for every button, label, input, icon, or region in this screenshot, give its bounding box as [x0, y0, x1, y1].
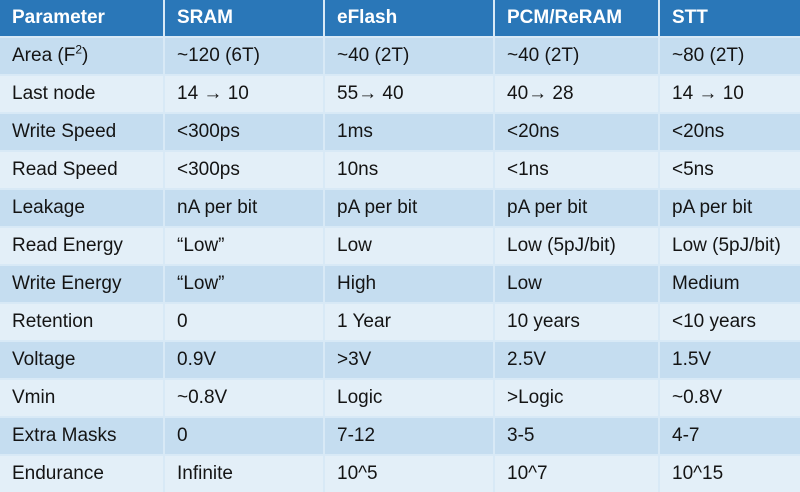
- area-superscript: 2: [75, 42, 83, 57]
- table-cell: <20ns: [660, 112, 800, 150]
- table-cell: pA per bit: [325, 188, 495, 226]
- table-cell: ~0.8V: [660, 378, 800, 416]
- table-cell: ~80 (2T): [660, 36, 800, 74]
- table-row: Retention 0 1 Year 10 years <10 years: [0, 302, 800, 340]
- row-label: Write Speed: [0, 112, 165, 150]
- table-cell: 40→ 28: [495, 74, 660, 112]
- table-row: Extra Masks 0 7-12 3-5 4-7: [0, 416, 800, 454]
- row-label: Vmin: [0, 378, 165, 416]
- table-header: Parameter SRAM eFlash PCM/ReRAM STT: [0, 0, 800, 36]
- table-cell: Low (5pJ/bit): [660, 226, 800, 264]
- row-label: Endurance: [0, 454, 165, 492]
- table-cell: 10 years: [495, 302, 660, 340]
- row-label: Write Energy: [0, 264, 165, 302]
- area-label-text: Area (F: [12, 45, 76, 66]
- table-cell: 1 Year: [325, 302, 495, 340]
- table-cell: 10ns: [325, 150, 495, 188]
- table-cell: Medium: [660, 264, 800, 302]
- table-cell: Logic: [325, 378, 495, 416]
- table-cell: 14 → 10: [165, 74, 325, 112]
- table-cell: 4-7: [660, 416, 800, 454]
- table-cell: 0: [165, 416, 325, 454]
- table-cell: 2.5V: [495, 340, 660, 378]
- table-cell: 55→ 40: [325, 74, 495, 112]
- table-cell: 10^7: [495, 454, 660, 492]
- table-cell: <10 years: [660, 302, 800, 340]
- table-cell: “Low”: [165, 264, 325, 302]
- header-parameter: Parameter: [0, 0, 165, 36]
- header-eflash: eFlash: [325, 0, 495, 36]
- table-row: Write Speed <300ps 1ms <20ns <20ns: [0, 112, 800, 150]
- table-cell: Low: [325, 226, 495, 264]
- table-cell: “Low”: [165, 226, 325, 264]
- row-label: Last node: [0, 74, 165, 112]
- row-label: Read Energy: [0, 226, 165, 264]
- table-cell: nA per bit: [165, 188, 325, 226]
- table-cell: pA per bit: [495, 188, 660, 226]
- table-cell: 0.9V: [165, 340, 325, 378]
- table-cell: 1.5V: [660, 340, 800, 378]
- table-cell: <300ps: [165, 150, 325, 188]
- table-cell: 10^5: [325, 454, 495, 492]
- table-row: Read Energy “Low” Low Low (5pJ/bit) Low …: [0, 226, 800, 264]
- table-cell: <1ns: [495, 150, 660, 188]
- table-cell: ~0.8V: [165, 378, 325, 416]
- table-cell: 14 → 10: [660, 74, 800, 112]
- header-stt: STT: [660, 0, 800, 36]
- table-cell: pA per bit: [660, 188, 800, 226]
- table-cell: 7-12: [325, 416, 495, 454]
- table-row: Leakage nA per bit pA per bit pA per bit…: [0, 188, 800, 226]
- table-row: Write Energy “Low” High Low Medium: [0, 264, 800, 302]
- table-cell: 3-5: [495, 416, 660, 454]
- table-cell: Infinite: [165, 454, 325, 492]
- header-pcm-reram: PCM/ReRAM: [495, 0, 660, 36]
- table-cell: Low: [495, 264, 660, 302]
- row-label: Leakage: [0, 188, 165, 226]
- table-body: Area (F2) ~120 (6T) ~40 (2T) ~40 (2T) ~8…: [0, 36, 800, 492]
- area-label-suffix: ): [82, 45, 89, 66]
- table-cell: 1ms: [325, 112, 495, 150]
- table-cell: ~120 (6T): [165, 36, 325, 74]
- row-label: Read Speed: [0, 150, 165, 188]
- table-cell: ~40 (2T): [495, 36, 660, 74]
- table-cell: <5ns: [660, 150, 800, 188]
- table-cell: <300ps: [165, 112, 325, 150]
- header-sram: SRAM: [165, 0, 325, 36]
- table-cell: 10^15: [660, 454, 800, 492]
- table-row: Area (F2) ~120 (6T) ~40 (2T) ~40 (2T) ~8…: [0, 36, 800, 74]
- table-row: Last node 14 → 10 55→ 40 40→ 28 14 → 10: [0, 74, 800, 112]
- table-cell: Low (5pJ/bit): [495, 226, 660, 264]
- table-cell: High: [325, 264, 495, 302]
- row-label: Voltage: [0, 340, 165, 378]
- row-label-area: Area (F2): [0, 36, 165, 74]
- table-cell: >Logic: [495, 378, 660, 416]
- table-cell: <20ns: [495, 112, 660, 150]
- header-row: Parameter SRAM eFlash PCM/ReRAM STT: [0, 0, 800, 36]
- row-label: Extra Masks: [0, 416, 165, 454]
- row-label: Retention: [0, 302, 165, 340]
- table-row: Voltage 0.9V >3V 2.5V 1.5V: [0, 340, 800, 378]
- table-row: Vmin ~0.8V Logic >Logic ~0.8V: [0, 378, 800, 416]
- table-cell: 0: [165, 302, 325, 340]
- table-cell: >3V: [325, 340, 495, 378]
- table-cell: ~40 (2T): [325, 36, 495, 74]
- table-row: Endurance Infinite 10^5 10^7 10^15: [0, 454, 800, 492]
- table-row: Read Speed <300ps 10ns <1ns <5ns: [0, 150, 800, 188]
